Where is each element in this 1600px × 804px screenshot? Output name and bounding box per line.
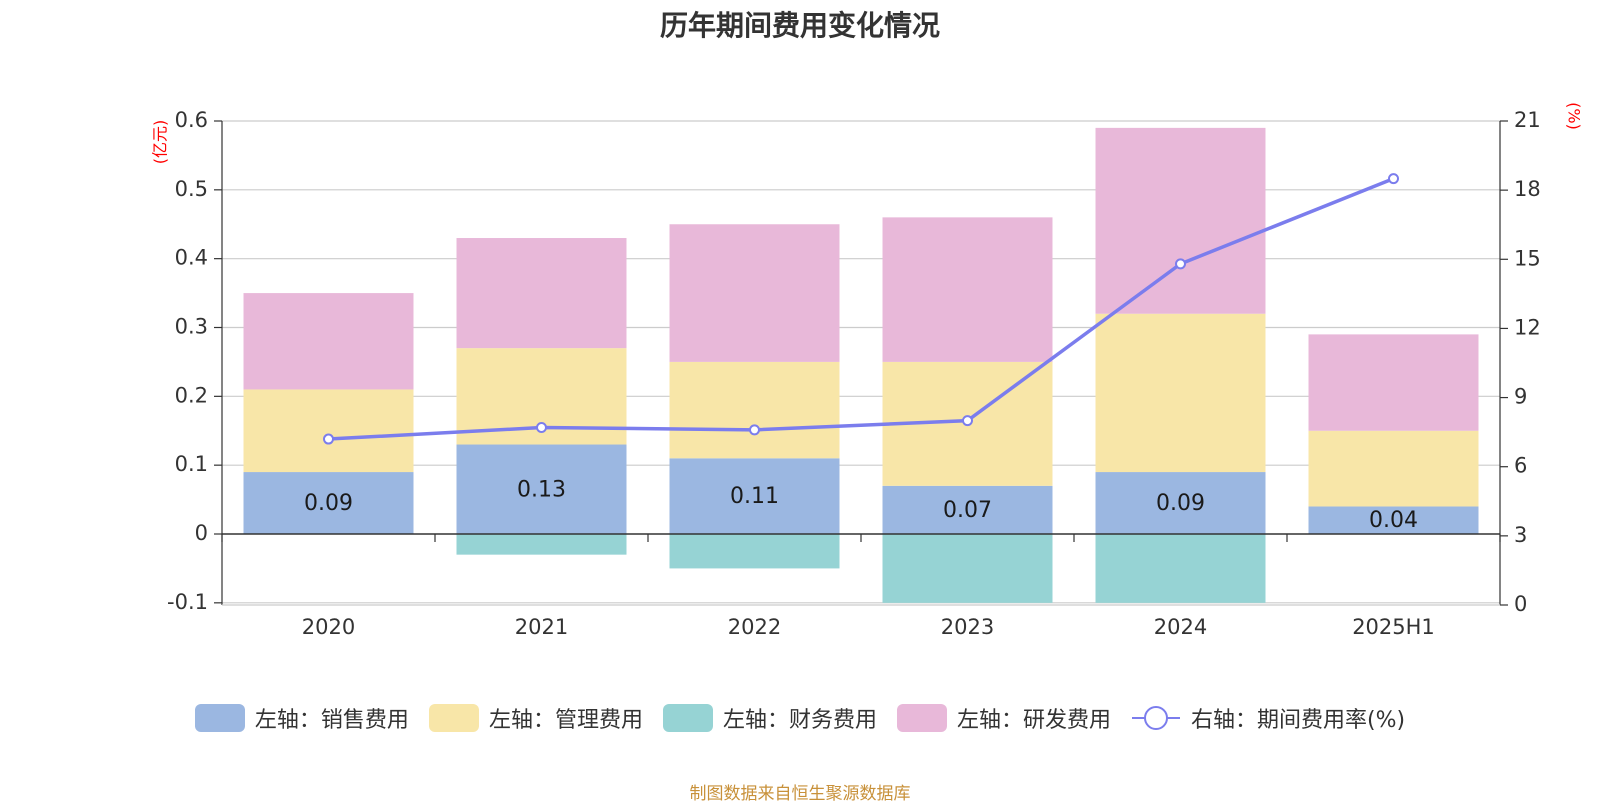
legend-label: 左轴：销售费用 bbox=[254, 708, 409, 733]
legend-item[interactable]: 左轴：管理费用 bbox=[428, 702, 643, 734]
bar-segment bbox=[1095, 472, 1266, 534]
bar-segment bbox=[243, 389, 414, 473]
right-axis-tick-label: 3 bbox=[1514, 523, 1527, 547]
source-note: 制图数据来自恒生聚源数据库 bbox=[689, 784, 911, 804]
legend-swatch bbox=[194, 704, 245, 732]
bar-segment bbox=[1308, 506, 1479, 534]
legend-item[interactable]: 左轴：财务费用 bbox=[662, 702, 877, 734]
data-label: 0.07 bbox=[943, 498, 992, 523]
bar-segment bbox=[243, 293, 414, 390]
right-axis-tick-label: 15 bbox=[1514, 246, 1541, 270]
x-axis-tick-label: 2020 bbox=[302, 615, 355, 639]
bar-segment bbox=[456, 238, 627, 349]
bar-segment bbox=[1308, 334, 1479, 431]
bar-segment bbox=[243, 472, 414, 534]
x-axis-tick-label: 2025H1 bbox=[1352, 615, 1435, 639]
data-label: 0.11 bbox=[730, 484, 779, 509]
x-axis-tick-label: 2021 bbox=[515, 615, 568, 639]
legend-item[interactable]: 左轴：销售费用 bbox=[194, 702, 409, 734]
legend-label: 左轴：管理费用 bbox=[488, 708, 643, 733]
x-axis-tick-label: 2024 bbox=[1154, 615, 1207, 639]
bar-segment bbox=[456, 534, 627, 555]
legend-swatch bbox=[662, 704, 713, 732]
rate-line bbox=[328, 176, 1395, 441]
rate-point bbox=[323, 433, 334, 445]
bar-segment bbox=[456, 444, 627, 534]
rate-point bbox=[536, 422, 547, 434]
bar-segment bbox=[669, 534, 840, 569]
bar-segment bbox=[1095, 127, 1266, 314]
data-label: 0.09 bbox=[1156, 491, 1205, 516]
left-axis-tick-label: 0.1 bbox=[175, 452, 208, 476]
rate-point bbox=[749, 424, 760, 436]
right-axis-tick-label: 9 bbox=[1514, 385, 1527, 409]
right-axis-unit: (%) bbox=[1565, 102, 1584, 130]
right-axis-tick-label: 21 bbox=[1514, 108, 1541, 132]
left-axis-tick-label: 0.4 bbox=[175, 246, 208, 270]
rate-point bbox=[1175, 258, 1186, 270]
chart-title: 历年期间费用变化情况 bbox=[659, 9, 940, 42]
legend-marker bbox=[1143, 706, 1168, 730]
data-label: 0.13 bbox=[517, 477, 566, 502]
left-axis-tick-label: 0.6 bbox=[175, 108, 208, 132]
bar-segment bbox=[1095, 313, 1266, 473]
legend-label: 左轴：财务费用 bbox=[722, 708, 877, 733]
rate-line-series bbox=[323, 173, 1399, 445]
legend-label: 左轴：研发费用 bbox=[956, 708, 1111, 733]
bar-segment bbox=[669, 458, 840, 534]
left-axis-unit: (亿元) bbox=[151, 120, 170, 165]
data-labels: 0.09 0.13 0.11 0.07 0.09 0.04 bbox=[304, 477, 1418, 533]
axes: 0.6 0.5 0.4 0.3 0.2 0.1 0 -0.1 21 18 15 12 9 6 3 0 2020 2… bbox=[167, 108, 1541, 639]
left-axis-tick-label: 0.2 bbox=[175, 383, 208, 407]
bar-segment bbox=[1308, 430, 1479, 507]
legend-line-swatch bbox=[1131, 706, 1180, 730]
legend-swatch bbox=[428, 704, 479, 732]
bar-segment bbox=[669, 361, 840, 459]
bar-segment bbox=[669, 224, 840, 362]
right-axis-tick-label: 18 bbox=[1514, 177, 1541, 201]
bar-segment bbox=[882, 534, 1053, 603]
left-axis-tick-label: -0.1 bbox=[167, 590, 208, 614]
bar-segment bbox=[882, 485, 1053, 534]
right-axis-tick-label: 6 bbox=[1514, 454, 1527, 478]
grid-lines bbox=[222, 120, 1500, 604]
legend-label: 右轴：期间费用率(%) bbox=[1190, 708, 1406, 733]
legend-item[interactable]: 右轴：期间费用率(%) bbox=[1131, 702, 1405, 734]
legend-swatch bbox=[896, 704, 947, 732]
bar-series bbox=[243, 127, 1479, 603]
right-axis-tick-label: 12 bbox=[1514, 315, 1541, 339]
left-axis-tick-label: 0 bbox=[195, 521, 208, 545]
legend-item[interactable]: 左轴：研发费用 bbox=[896, 702, 1111, 734]
data-label: 0.09 bbox=[304, 491, 353, 516]
left-axis-tick-label: 0.5 bbox=[175, 177, 208, 201]
legend: 左轴：销售费用 左轴：管理费用 左轴：财务费用 左轴：研发费用 右轴：期间费用率(%) bbox=[0, 702, 1600, 734]
rate-point bbox=[1388, 173, 1399, 185]
bar-segment bbox=[882, 217, 1053, 362]
x-axis-tick-label: 2023 bbox=[941, 615, 994, 639]
left-axis-tick-label: 0.3 bbox=[175, 315, 208, 339]
x-axis-tick-label: 2022 bbox=[728, 615, 781, 639]
data-label: 0.04 bbox=[1369, 508, 1418, 533]
right-axis-tick-label: 0 bbox=[1514, 592, 1527, 616]
rate-point bbox=[962, 415, 973, 427]
bar-segment bbox=[1095, 534, 1266, 603]
